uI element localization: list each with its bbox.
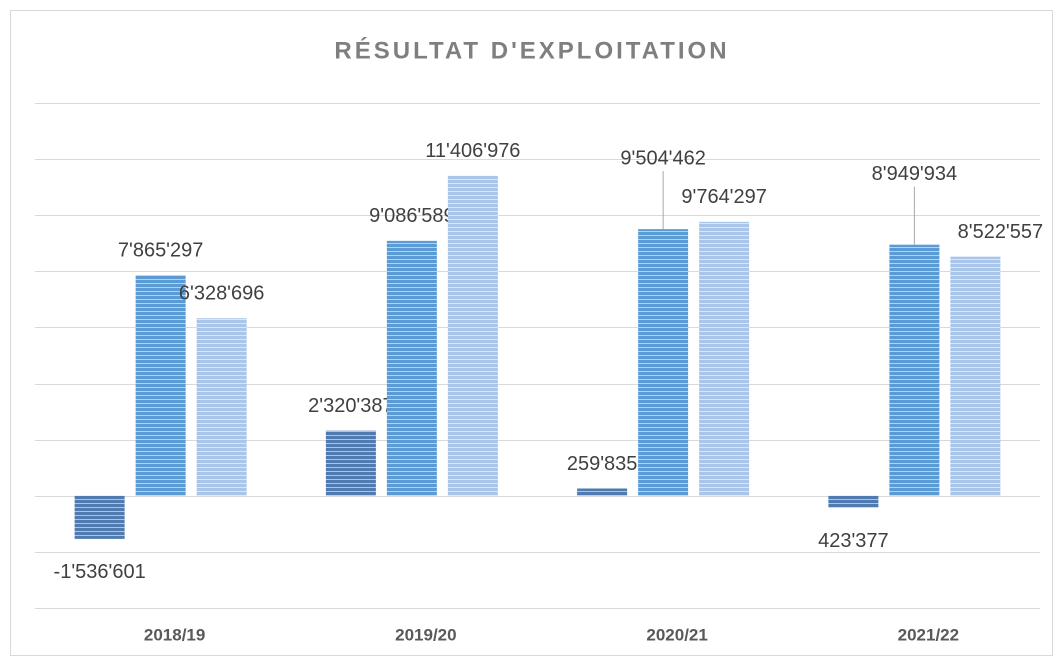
data-label: 7'865'297 xyxy=(118,239,204,261)
chart-title: RÉSULTAT D'EXPLOITATION xyxy=(334,36,729,64)
data-label: -1'536'601 xyxy=(54,561,146,583)
data-label: 423'377 xyxy=(818,530,889,552)
data-label: 11'406'976 xyxy=(425,140,520,162)
bar xyxy=(325,430,376,496)
data-label: 8'949'934 xyxy=(872,163,958,185)
bar xyxy=(196,318,247,496)
x-tick-label: 2020/21 xyxy=(646,625,707,644)
bar xyxy=(74,495,125,539)
data-label: 8'522'557 xyxy=(958,221,1044,243)
data-label: 2'320'387 xyxy=(308,395,394,417)
bar xyxy=(577,488,628,496)
x-tick-label: 2019/20 xyxy=(395,625,456,644)
data-label: 259'835 xyxy=(567,453,638,475)
data-label: 6'328'696 xyxy=(179,283,265,305)
bar xyxy=(889,244,940,496)
bar xyxy=(950,256,1001,496)
bar xyxy=(638,229,689,496)
x-tick-label: 2021/22 xyxy=(898,625,959,644)
bar xyxy=(386,240,437,496)
bar xyxy=(699,221,750,496)
data-label: 9'764'297 xyxy=(681,186,767,208)
bar xyxy=(135,275,186,496)
bar xyxy=(447,175,498,496)
data-label: 9'086'589 xyxy=(369,205,455,227)
data-label: 9'504'462 xyxy=(620,147,706,169)
bar xyxy=(828,495,879,508)
x-tick-label: 2018/19 xyxy=(144,625,205,644)
